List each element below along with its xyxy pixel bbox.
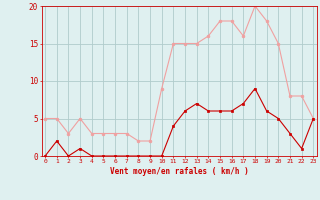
X-axis label: Vent moyen/en rafales ( km/h ): Vent moyen/en rafales ( km/h ) (110, 167, 249, 176)
